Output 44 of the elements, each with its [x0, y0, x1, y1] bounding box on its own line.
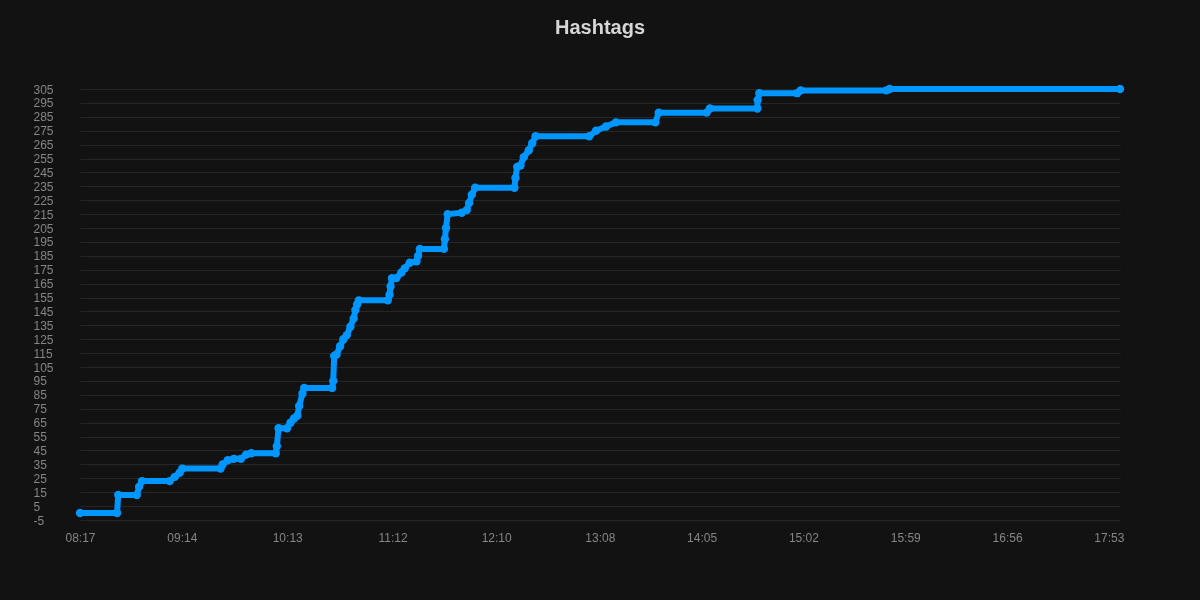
- y-tick-label: 245: [33, 165, 54, 180]
- x-tick-label: 09:14: [167, 530, 198, 545]
- y-tick-label: 55: [33, 430, 48, 445]
- y-tick-label: 35: [33, 457, 48, 472]
- x-tick-label: 11:12: [378, 530, 408, 545]
- y-tick-label: 25: [33, 471, 48, 486]
- y-tick-label: 165: [33, 277, 54, 292]
- y-tick-label: 275: [33, 124, 54, 139]
- y-tick-label: -5: [33, 513, 45, 528]
- y-tick-label: 175: [33, 263, 54, 278]
- y-tick-label: 105: [33, 360, 54, 375]
- x-tick-label: 15:59: [890, 530, 922, 545]
- x-tick-label: 08:17: [65, 530, 96, 545]
- x-tick-label: 13:08: [585, 530, 616, 545]
- y-tick-label: 185: [33, 249, 54, 264]
- y-tick-label: 85: [33, 388, 48, 403]
- y-tick-label: 125: [33, 332, 54, 347]
- x-tick-label: 15:02: [788, 530, 820, 545]
- x-tick-label: 17:53: [1094, 530, 1125, 545]
- x-tick-label: 10:13: [272, 530, 304, 545]
- y-tick-label: 115: [33, 346, 53, 361]
- x-tick-label: 14:05: [687, 530, 718, 545]
- x-tick-label: 16:56: [992, 530, 1023, 545]
- y-tick-label: 305: [33, 82, 54, 97]
- y-tick-label: 235: [33, 179, 54, 194]
- y-tick-label: 225: [33, 193, 54, 208]
- y-tick-label: 5: [33, 499, 41, 514]
- y-tick-label: 205: [33, 221, 54, 236]
- y-tick-label: 95: [33, 374, 48, 389]
- chart-title: Hashtags: [554, 16, 646, 38]
- y-tick-label: 45: [33, 443, 48, 458]
- y-tick-label: 145: [33, 304, 54, 319]
- y-tick-label: 265: [33, 138, 54, 153]
- y-tick-label: 295: [33, 96, 54, 111]
- y-tick-label: 195: [33, 235, 54, 250]
- y-tick-label: 135: [33, 318, 54, 333]
- y-tick-label: 255: [33, 152, 54, 167]
- y-tick-label: 75: [33, 402, 48, 417]
- y-tick-label: 285: [33, 110, 54, 125]
- y-tick-label: 155: [33, 291, 54, 306]
- y-tick-label: 15: [33, 485, 48, 500]
- y-tick-label: 215: [33, 207, 54, 222]
- y-tick-label: 65: [33, 416, 48, 431]
- x-tick-label: 12:10: [481, 530, 513, 545]
